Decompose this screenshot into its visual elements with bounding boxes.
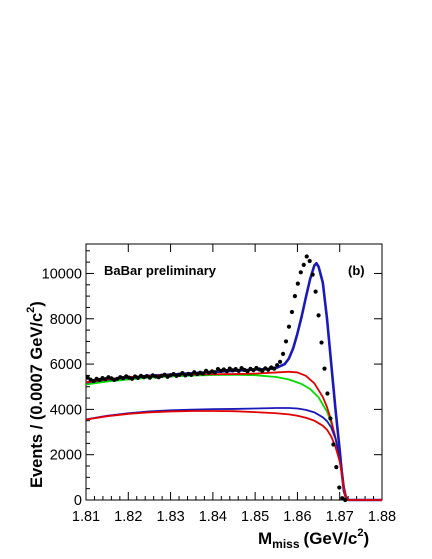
y-tick-label: 8000 — [50, 312, 82, 328]
data-point — [292, 294, 297, 299]
data-point — [307, 258, 312, 264]
data-point — [331, 442, 336, 447]
y-axis-title: Events / (0.0007 GeV/c2) — [25, 301, 46, 488]
data-point — [135, 375, 141, 380]
x-axis-title-main: M — [258, 529, 272, 548]
y-tick-label: 4000 — [50, 402, 82, 418]
data-point — [325, 391, 330, 396]
x-tick-label: 1.87 — [326, 509, 354, 525]
data-point — [319, 340, 324, 345]
data-point — [277, 359, 283, 364]
data-point — [295, 281, 300, 286]
data-point — [180, 371, 185, 376]
series-layer — [85, 254, 382, 503]
data-point — [313, 289, 318, 294]
data-point — [322, 366, 327, 371]
data-point — [289, 309, 295, 315]
x-axis-title-unit: (GeV/c — [304, 529, 358, 548]
y-tick-label: 0 — [74, 493, 82, 509]
tick-labels: 1.81 1.82 1.83 1.84 1.85 1.86 1.87 1.88 0 2000 400… — [42, 266, 396, 525]
data-point — [129, 376, 135, 381]
data-point — [201, 371, 206, 376]
data-point — [298, 270, 303, 275]
data-point — [283, 339, 289, 344]
y-tick-label: 6000 — [50, 357, 82, 373]
x-axis-title-sup: 2 — [357, 527, 363, 539]
data-point — [275, 363, 280, 368]
data-point — [103, 377, 108, 382]
data-point — [260, 368, 265, 373]
data-point — [91, 378, 96, 384]
data-point — [272, 366, 277, 371]
fit-curve-5 — [85, 410, 382, 501]
data-point — [147, 375, 152, 380]
data-point — [301, 262, 306, 267]
data-point — [162, 372, 167, 377]
data-point — [189, 372, 194, 378]
x-tick-label: 1.84 — [199, 509, 227, 525]
data-point — [328, 416, 333, 421]
y-tick-label: 2000 — [50, 448, 82, 464]
data-point — [266, 367, 271, 372]
y-axis-title-close: ) — [28, 301, 46, 307]
data-point — [85, 375, 90, 380]
data-point — [343, 497, 348, 503]
data-point — [286, 324, 292, 329]
data-point — [280, 351, 286, 356]
data-point — [212, 370, 218, 375]
x-tick-label: 1.88 — [368, 509, 396, 525]
data-point — [224, 368, 229, 374]
x-tick-label: 1.85 — [241, 509, 269, 525]
x-axis-title-close: ) — [364, 529, 370, 548]
data-point — [251, 368, 256, 373]
x-tick-label: 1.81 — [72, 509, 100, 525]
data-point — [316, 313, 321, 318]
data-point — [245, 369, 250, 374]
x-tick-label: 1.82 — [114, 509, 142, 525]
data-point — [334, 465, 339, 470]
data-point — [337, 485, 342, 490]
x-axis-title-sub: miss — [272, 537, 300, 551]
data-point — [236, 368, 241, 373]
y-axis-title-sup: 2 — [25, 307, 37, 313]
x-tick-label: 1.86 — [283, 509, 311, 525]
experiment-label: BaBar preliminary — [104, 263, 217, 278]
plot-frame — [85, 243, 383, 501]
data-point — [304, 254, 309, 259]
y-axis-title-main: Events / (0.0007 GeV/c — [28, 313, 46, 488]
fit-curve-1 — [85, 261, 382, 502]
x-axis-title: Mmiss (GeV/c2) — [258, 527, 369, 551]
panel-label: (b) — [348, 263, 365, 278]
data-point — [310, 272, 315, 277]
y-tick-label: 10000 — [42, 266, 82, 282]
x-tick-label: 1.83 — [156, 509, 184, 525]
